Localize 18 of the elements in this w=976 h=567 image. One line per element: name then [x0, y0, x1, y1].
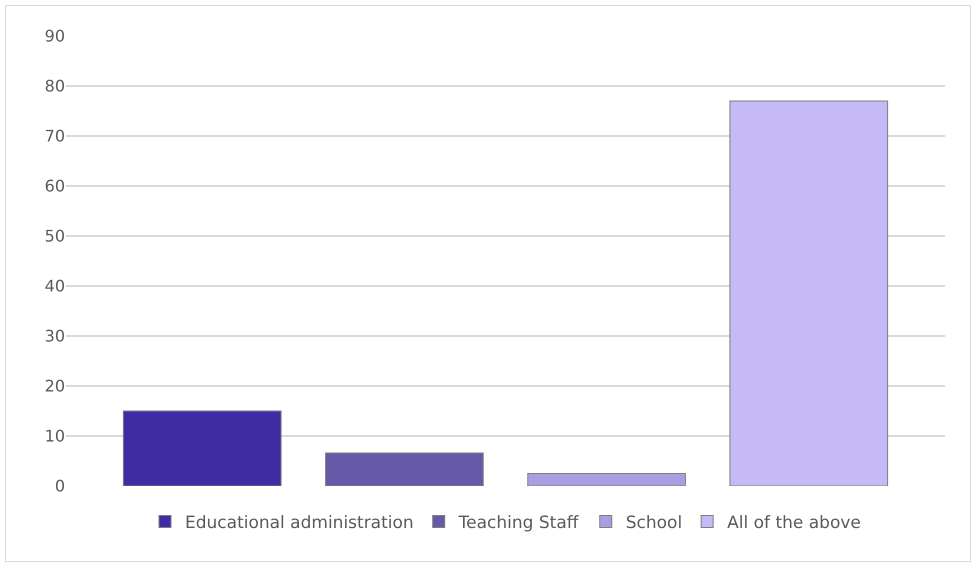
legend-label: School — [626, 513, 682, 534]
legend-label: Teaching Staff — [458, 513, 580, 534]
y-tick-label: 50 — [44, 226, 65, 246]
y-tick-label: 40 — [44, 276, 65, 296]
y-tick-label: 80 — [44, 76, 65, 96]
y-tick-label: 70 — [44, 126, 65, 146]
y-tick-label: 20 — [44, 376, 65, 396]
y-tick-label: 10 — [44, 426, 65, 446]
y-tick-label: 0 — [54, 476, 65, 496]
bar — [527, 473, 686, 486]
legend-label: All of the above — [727, 513, 861, 534]
y-tick-label: 60 — [44, 176, 65, 196]
bar — [325, 452, 484, 486]
y-tick-label: 30 — [44, 326, 65, 346]
bar — [729, 100, 888, 486]
legend-label: Educational administration — [185, 513, 414, 534]
y-tick-label: 90 — [44, 26, 65, 46]
bar — [122, 410, 282, 486]
